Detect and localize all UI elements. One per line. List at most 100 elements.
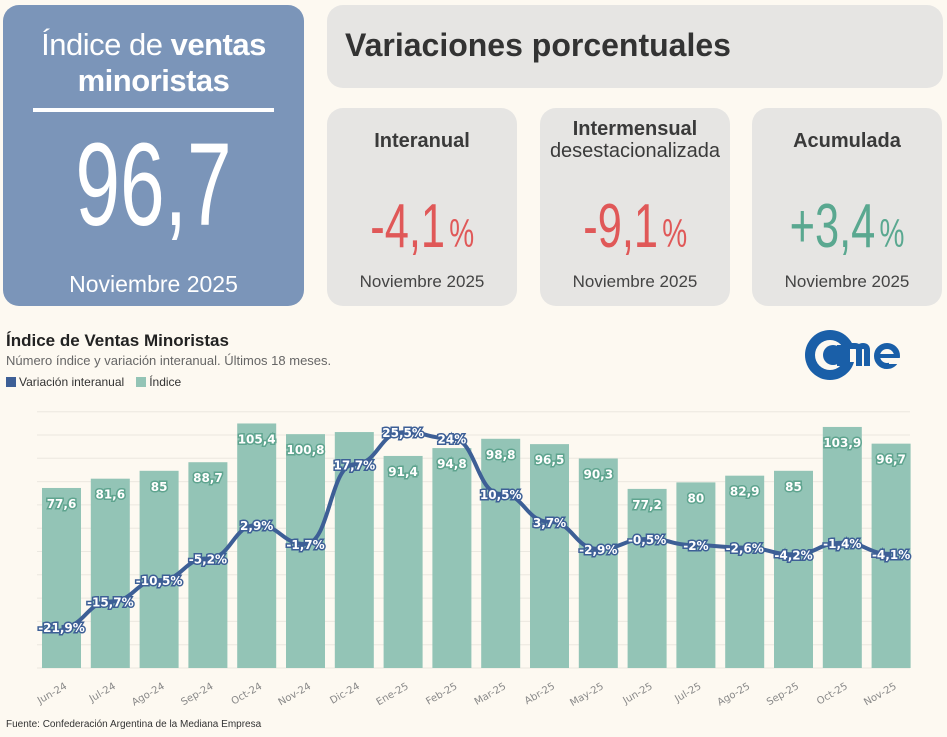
value: +3,4 [789,192,876,261]
line-label: -4,1% [872,548,910,562]
legend-item-line: Variación interanual [6,375,124,389]
divider [33,108,274,112]
bar-label: 80 [688,491,705,505]
header-title: Variaciones porcentuales [345,27,731,63]
line-label: -21,9% [38,621,85,635]
variation-value-group: -9,1% [583,196,687,265]
source-note: Fuente: Confederación Argentina de la Me… [6,719,262,730]
unit: % [449,212,474,256]
bar [432,448,472,668]
line-label: -1,7% [286,538,324,552]
label: Acumulada [793,130,901,152]
variation-label: Intermensual desestacionalizada [540,118,730,162]
x-tick-label: May-25 [568,681,605,709]
main-date: Noviembre 2025 [69,271,238,297]
bar [578,458,618,668]
main-index-card: Índice de ventas minoristas 96,7 Noviembr… [3,5,304,306]
x-tick-label: Feb-25 [424,681,459,708]
title-bold: ventas [170,27,267,62]
variation-value: +3,4% [752,196,942,265]
value: -4,1 [370,192,445,261]
variation-date: Noviembre 2025 [359,272,485,291]
x-tick-label: Jul-24 [87,681,118,705]
line-label: -2,9% [579,543,617,557]
bar-label: 91,4 [388,465,418,479]
legend-item-bar: Índice [136,375,181,389]
variation-value-group: +3,4% [790,196,905,265]
chart-subtitle: Número índice y variación interanual. Úl… [6,353,332,368]
line-label: 25,5% [382,426,424,440]
label: Interanual [374,130,470,152]
variation-value: -4,1% [327,196,517,265]
x-tick-label: Nov-24 [277,681,313,708]
bar-label: 85 [785,480,802,494]
bar [822,426,862,668]
value: -9,1 [583,192,658,261]
line-label: -10,5% [136,574,183,588]
variation-value-group: -4,1% [370,196,474,265]
title-bold-2: minoristas [77,63,230,98]
x-tick-label: Nov-25 [862,681,898,708]
bar-label: 77,6 [47,497,77,511]
x-tick-label: Jun-25 [621,681,655,707]
line-label: -15,7% [87,596,134,610]
line-label: -5,2% [189,552,227,566]
line-label: 17,7% [333,458,375,472]
bar [676,482,716,668]
chart-title: Índice de Ventas Minoristas [6,331,229,350]
line-label: 24% [438,432,467,446]
label: Intermensual [572,118,698,140]
line-label: 3,7% [533,516,566,530]
variation-date: Noviembre 2025 [784,272,910,291]
bar [530,444,569,668]
bar [237,423,277,668]
line-series [61,430,892,630]
bar-label: 82,9 [730,485,760,499]
bar-label: 98,8 [486,448,516,462]
line-label: 2,9% [240,519,273,533]
legend-label: Variación interanual [19,375,125,389]
bar-label: 96,5 [535,453,565,467]
bar-label: 81,6 [95,488,125,502]
sublabel: desestacionalizada [549,140,721,162]
line-label: -4,2% [774,548,812,562]
x-tick-label: Jul-25 [672,681,703,705]
bar-label: 103,9 [823,436,861,450]
legend: Variación interanual Índice [6,375,181,389]
unit: % [662,212,687,256]
line-label: -2% [683,539,708,553]
bar-label: 100,8 [287,443,325,457]
x-tick-label: Oct-25 [815,681,850,707]
x-tick-label: Ene-25 [375,681,411,708]
line-label: -1,4% [823,537,861,551]
x-tick-label: Ago-24 [130,681,167,708]
bar [481,438,521,668]
bar [627,488,667,668]
bar-label: 90,3 [583,468,613,482]
x-tick-label: Abr-25 [523,681,557,707]
main-title: Índice de ventas minoristas [3,27,304,99]
x-tick-label: Sep-24 [179,681,215,708]
x-tick-label: Jun-24 [35,681,69,707]
variation-value: -9,1% [540,196,730,265]
bar [90,478,130,668]
bar-label: 105,4 [238,432,276,446]
bar [383,455,423,668]
chart: 77,6 81,6 85 88,7 105,4 100,8 91,4 94,8 98,8 96,5… [35,411,912,709]
line-label: 10,5% [480,488,522,502]
variation-label: Interanual [327,130,517,152]
variation-card: Interanual -4,1% Noviembre 2025 [327,108,517,306]
variation-label: Acumulada [752,130,942,152]
bar [188,462,228,668]
x-tick-label: Mar-25 [473,681,508,708]
bar [725,475,765,668]
bar-label: 94,8 [437,457,467,471]
title-light: Índice de [41,27,171,62]
bar [139,470,179,668]
unit: % [879,212,905,256]
x-tick-label: Dic-24 [328,681,361,707]
variation-card: Intermensual desestacionalizada -9,1% Nov… [540,108,730,306]
line-label: -0,5% [628,533,666,547]
variation-date: Noviembre 2025 [572,272,698,291]
x-tick-label: Sep-25 [765,681,801,708]
